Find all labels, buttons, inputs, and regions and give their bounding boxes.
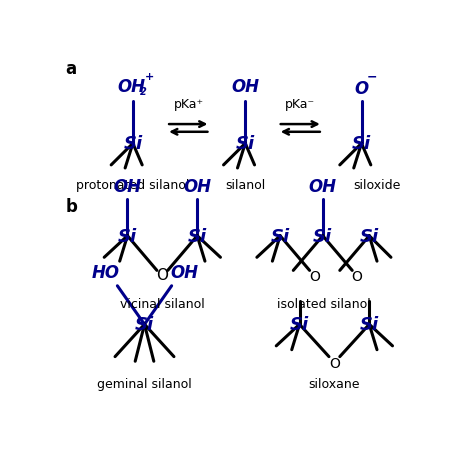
Text: isolated silanol: isolated silanol [277,298,371,311]
Text: OH: OH [231,78,259,95]
Text: +: + [146,71,155,81]
Text: OH: OH [171,263,199,281]
Text: protonated silanol: protonated silanol [76,179,190,192]
Text: Si: Si [313,227,332,245]
Text: Si: Si [290,316,309,334]
Text: Si: Si [360,227,379,245]
Text: silanol: silanol [225,179,265,192]
Text: b: b [65,198,77,216]
Text: O: O [329,356,340,370]
Text: siloxide: siloxide [353,179,401,192]
Text: OH: OH [113,177,141,195]
Text: O: O [351,269,362,283]
Text: siloxane: siloxane [309,377,360,390]
Text: Si: Si [135,316,154,334]
Text: O: O [309,269,319,283]
Text: OH: OH [118,78,146,95]
Text: Si: Si [123,135,143,153]
Text: pKa⁺: pKa⁺ [173,98,204,111]
Text: Si: Si [236,135,255,153]
Text: 2: 2 [140,87,147,97]
Text: O: O [156,267,168,282]
Text: Si: Si [271,227,290,245]
Text: Si: Si [352,135,371,153]
Text: OH: OH [183,177,211,195]
Text: geminal silanol: geminal silanol [97,377,192,390]
Text: OH: OH [309,177,337,195]
Text: −: − [367,70,378,83]
Text: Si: Si [188,227,207,245]
Text: O: O [355,80,369,98]
Text: Si: Si [118,227,137,245]
Text: a: a [65,60,77,78]
Text: vicinal silanol: vicinal silanol [120,298,205,311]
Text: Si: Si [360,316,379,334]
Text: pKa⁻: pKa⁻ [285,98,315,111]
Text: HO: HO [92,263,120,281]
